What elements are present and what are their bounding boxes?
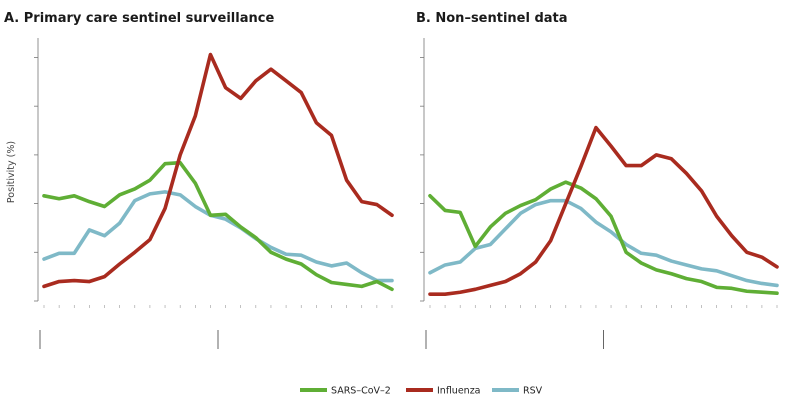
chart-legend: SARS–CoV–2 Influenza RSV xyxy=(300,386,543,397)
panel-a-title: A. Primary care sentinel surveillance xyxy=(4,11,274,26)
panel-a-series-line-rsv xyxy=(42,190,394,283)
panel-a-series-line-sars-cov-2 xyxy=(42,160,394,292)
panel-b-series-line-influenza xyxy=(428,125,779,296)
legend-label-influenza: Influenza xyxy=(437,386,481,397)
legend-label-rsv: RSV xyxy=(523,386,543,397)
panel-b-series-line-sars-cov-2 xyxy=(428,180,779,296)
legend-label-sars-cov-2: SARS–CoV–2 xyxy=(331,386,391,397)
panel-a-primary-care: A. Primary care sentinel surveillance Po… xyxy=(4,11,394,349)
panel-b-series-line-rsv xyxy=(428,198,779,288)
panel-b-title: B. Non–sentinel data xyxy=(416,11,568,26)
panel-a-series-line-influenza xyxy=(42,52,394,289)
panel-a-y-axis-label: Positivity (%) xyxy=(6,141,17,203)
panel-b-non-sentinel: B. Non–sentinel data xyxy=(416,11,779,349)
